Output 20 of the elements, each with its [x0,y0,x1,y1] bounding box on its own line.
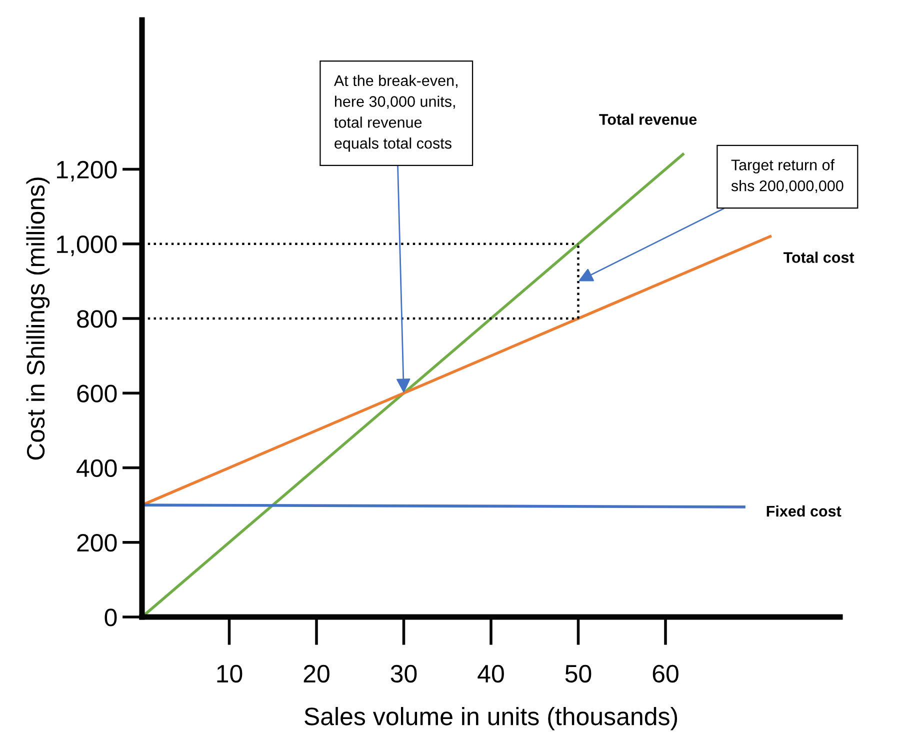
y-tick-label: 800 [77,310,117,328]
x-tick-label: 60 [652,664,678,683]
y-tick-label: 200 [77,534,117,552]
text: Total revenue [599,114,697,125]
series-label: Fixed cost [766,505,842,517]
annotation: Target return of shs 200,000,000 [731,159,844,194]
y-tick-label: 600 [77,384,117,402]
x-axis-title: Sales volume in units (thousands) [304,706,678,730]
y-tick-label: 0 [104,608,117,626]
annotation: At the break-even, here 30,000 units, total revenue equals total costs [334,74,458,152]
x-tick-label: 10 [217,664,242,683]
x-tick-label: 30 [390,664,417,683]
y-axis-title: Cost in Shillings (millions) [26,178,50,460]
y-tick-label: 1,000 [57,235,117,256]
series-label: Total cost [783,252,854,263]
y-tick-label: 1,200 [57,160,117,182]
x-tick-label: 20 [304,664,330,683]
x-tick-label: 40 [478,664,504,683]
x-tick-label: 50 [565,664,592,683]
y-tick-label: 400 [76,459,117,478]
